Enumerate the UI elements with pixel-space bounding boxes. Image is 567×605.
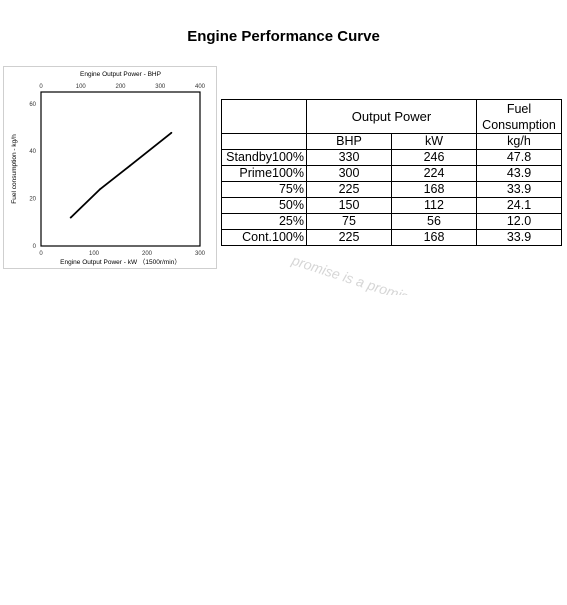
- x-bottom-tick-label: 200: [142, 251, 153, 257]
- table-corner-cell: [221, 99, 307, 134]
- kw-value: 56: [391, 213, 477, 230]
- table-row: 25% 75 56 12.0: [221, 213, 562, 230]
- bhp-value: 330: [306, 149, 392, 166]
- x-bottom-tick-label: 100: [89, 251, 100, 257]
- x-top-tick-label: 0: [39, 84, 43, 90]
- row-label: Cont.100%: [221, 229, 307, 246]
- fuel-unit-header: kg/h: [476, 133, 562, 150]
- fuel-value: 47.8: [476, 149, 562, 166]
- bhp-value: 225: [306, 229, 392, 246]
- chart-canvas: 0 100 200 300 0 100 200 300 400 0 20 40 60 Engine Out…: [11, 71, 206, 266]
- kw-value: 112: [391, 197, 477, 214]
- table-row: Cont.100% 225 168 33.9: [221, 229, 562, 246]
- data-point: [129, 164, 131, 167]
- x-top-axis-label: Engine Output Power - BHP: [80, 71, 161, 78]
- y-tick-label: 60: [29, 102, 36, 108]
- fuel-value: 12.0: [476, 213, 562, 230]
- table-row: Prime100% 300 224 43.9: [221, 165, 562, 182]
- row-label: Standby100%: [221, 149, 307, 166]
- y-tick-label: 0: [33, 244, 37, 250]
- fuel-consumption-header: Fuel Consumption: [476, 99, 562, 134]
- data-point: [170, 131, 173, 134]
- fuel-value: 33.9: [476, 181, 562, 198]
- y-axis-label: Fuel consumption - kg/h: [11, 134, 18, 204]
- plot-frame: [40, 91, 201, 247]
- table-row: Standby100% 330 246 47.8: [221, 149, 562, 166]
- kw-header: kW: [391, 133, 477, 150]
- table-label-cell: [221, 133, 307, 150]
- row-label: 50%: [221, 197, 307, 214]
- kw-value: 246: [391, 149, 477, 166]
- output-power-header: Output Power: [306, 99, 477, 134]
- x-bottom-tick-label: 300: [195, 251, 206, 257]
- table-row: 75% 225 168 33.9: [221, 181, 562, 198]
- y-tick-label: 20: [29, 197, 36, 203]
- bhp-value: 150: [306, 197, 392, 214]
- x-bottom-axis-label: Engine Output Power - kW （1500r/min）: [60, 258, 181, 266]
- x-top-tick-label: 400: [195, 84, 206, 90]
- x-top-tick-label: 100: [76, 84, 87, 90]
- fuel-value: 24.1: [476, 197, 562, 214]
- bhp-value: 75: [306, 213, 392, 230]
- fuel-value: 33.9: [476, 229, 562, 246]
- kw-value: 168: [391, 229, 477, 246]
- data-point: [69, 216, 72, 219]
- fuel-consumption-line: [70, 132, 172, 219]
- performance-chart: 0 100 200 300 0 100 200 300 400 0 20 40 60 Engine Out…: [3, 66, 217, 269]
- y-tick-label: 40: [29, 149, 36, 155]
- row-label: 25%: [221, 213, 307, 230]
- performance-table: Output Power Fuel Consumption BHP kW kg/…: [221, 99, 562, 246]
- row-label: 75%: [221, 181, 307, 198]
- bhp-value: 300: [306, 165, 392, 182]
- bhp-value: 225: [306, 181, 392, 198]
- kw-value: 224: [391, 165, 477, 182]
- x-top-tick-label: 200: [115, 84, 126, 90]
- row-label: Prime100%: [221, 165, 307, 182]
- watermark-text: promise is a promise: [289, 252, 418, 295]
- page-title: Engine Performance Curve: [187, 28, 380, 45]
- data-point: [99, 188, 102, 190]
- bhp-header: BHP: [306, 133, 392, 150]
- x-top-tick-label: 300: [155, 84, 166, 90]
- kw-value: 168: [391, 181, 477, 198]
- x-bottom-tick-label: 0: [39, 251, 43, 257]
- table-row: 50% 150 112 24.1: [221, 197, 562, 214]
- fuel-value: 43.9: [476, 165, 562, 182]
